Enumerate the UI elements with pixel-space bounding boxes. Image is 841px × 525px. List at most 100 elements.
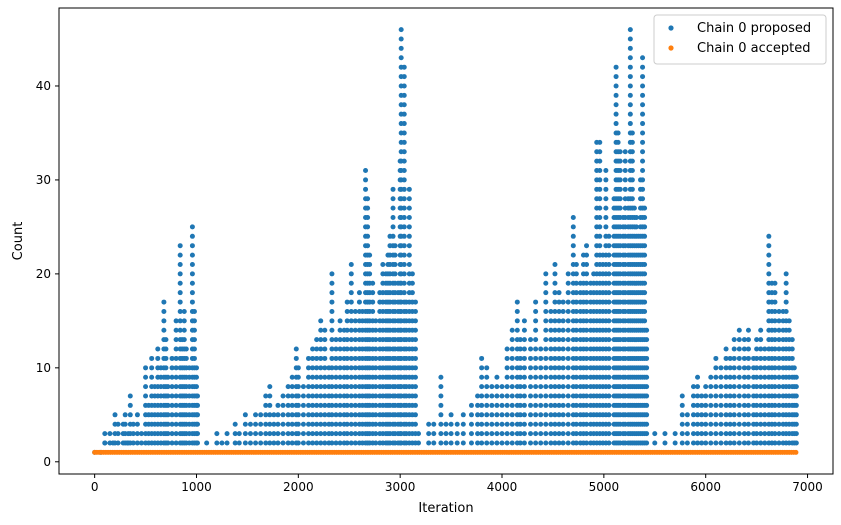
proposed-point: [758, 421, 764, 427]
proposed-point: [242, 440, 248, 446]
proposed-point: [642, 252, 648, 258]
proposed-point: [695, 412, 701, 418]
proposed-point: [627, 111, 633, 117]
proposed-point: [504, 431, 510, 437]
proposed-point: [560, 346, 566, 352]
proposed-point: [727, 412, 733, 418]
proposed-point: [412, 412, 418, 418]
proposed-point: [232, 431, 238, 437]
proposed-point: [373, 337, 379, 343]
proposed-point: [189, 243, 195, 249]
proposed-point: [565, 402, 571, 408]
proposed-point: [552, 299, 558, 305]
proposed-point: [731, 431, 737, 437]
proposed-point: [736, 393, 742, 399]
proposed-point: [606, 431, 612, 437]
proposed-point: [723, 402, 729, 408]
proposed-point: [329, 412, 335, 418]
proposed-point: [329, 327, 335, 333]
proposed-point: [703, 402, 709, 408]
proposed-point: [165, 421, 171, 427]
proposed-point: [191, 308, 197, 314]
proposed-point: [329, 271, 335, 277]
proposed-point: [543, 402, 549, 408]
proposed-point: [173, 337, 179, 343]
proposed-point: [314, 346, 320, 352]
proposed-point: [754, 393, 760, 399]
proposed-point: [560, 299, 566, 305]
proposed-point: [703, 412, 709, 418]
proposed-point: [584, 412, 590, 418]
proposed-point: [762, 440, 768, 446]
proposed-point: [401, 92, 407, 98]
proposed-point: [556, 308, 562, 314]
proposed-point: [107, 431, 113, 437]
proposed-point: [793, 440, 799, 446]
proposed-point: [560, 412, 566, 418]
proposed-point: [754, 355, 760, 361]
proposed-point: [758, 365, 764, 371]
proposed-point: [130, 440, 136, 446]
proposed-point: [713, 431, 719, 437]
proposed-point: [776, 402, 782, 408]
proposed-point: [570, 252, 576, 258]
proposed-point: [603, 196, 609, 202]
proposed-point: [731, 346, 737, 352]
proposed-point: [690, 440, 696, 446]
proposed-point: [177, 290, 183, 296]
proposed-point: [727, 402, 733, 408]
proposed-point: [745, 346, 751, 352]
proposed-point: [543, 337, 549, 343]
legend-marker-accepted: [668, 45, 674, 51]
proposed-point: [401, 252, 407, 258]
proposed-point: [365, 243, 371, 249]
proposed-point: [499, 440, 505, 446]
proposed-point: [573, 308, 579, 314]
proposed-point: [115, 440, 121, 446]
proposed-point: [783, 271, 789, 277]
proposed-point: [454, 431, 460, 437]
proposed-point: [365, 233, 371, 239]
proposed-point: [695, 384, 701, 390]
proposed-point: [348, 318, 354, 324]
proposed-point: [401, 196, 407, 202]
proposed-point: [556, 290, 562, 296]
proposed-point: [177, 318, 183, 324]
proposed-point: [300, 421, 306, 427]
proposed-point: [606, 271, 612, 277]
proposed-point: [348, 261, 354, 267]
proposed-point: [517, 374, 523, 380]
proposed-point: [613, 111, 619, 117]
proposed-point: [127, 402, 133, 408]
proposed-point: [573, 280, 579, 286]
proposed-point: [149, 374, 155, 380]
proposed-point: [718, 421, 724, 427]
proposed-point: [460, 431, 466, 437]
proposed-point: [573, 337, 579, 343]
proposed-point: [181, 308, 187, 314]
proposed-point: [412, 355, 418, 361]
proposed-point: [401, 130, 407, 136]
proposed-point: [723, 431, 729, 437]
proposed-point: [606, 421, 612, 427]
proposed-point: [776, 318, 782, 324]
proposed-point: [789, 346, 795, 352]
proposed-point: [690, 402, 696, 408]
proposed-point: [644, 393, 650, 399]
proposed-point: [556, 412, 562, 418]
proposed-point: [597, 243, 603, 249]
proposed-point: [195, 412, 201, 418]
proposed-point: [392, 252, 398, 258]
proposed-point: [606, 299, 612, 305]
proposed-point: [533, 299, 539, 305]
y-tick-label: 10: [36, 361, 51, 375]
proposed-point: [173, 440, 179, 446]
proposed-point: [758, 440, 764, 446]
proposed-point: [548, 440, 554, 446]
proposed-point: [130, 421, 136, 427]
proposed-point: [344, 318, 350, 324]
proposed-point: [306, 393, 312, 399]
proposed-point: [169, 374, 175, 380]
proposed-point: [285, 412, 291, 418]
legend: Chain 0 proposed Chain 0 accepted: [653, 14, 827, 65]
